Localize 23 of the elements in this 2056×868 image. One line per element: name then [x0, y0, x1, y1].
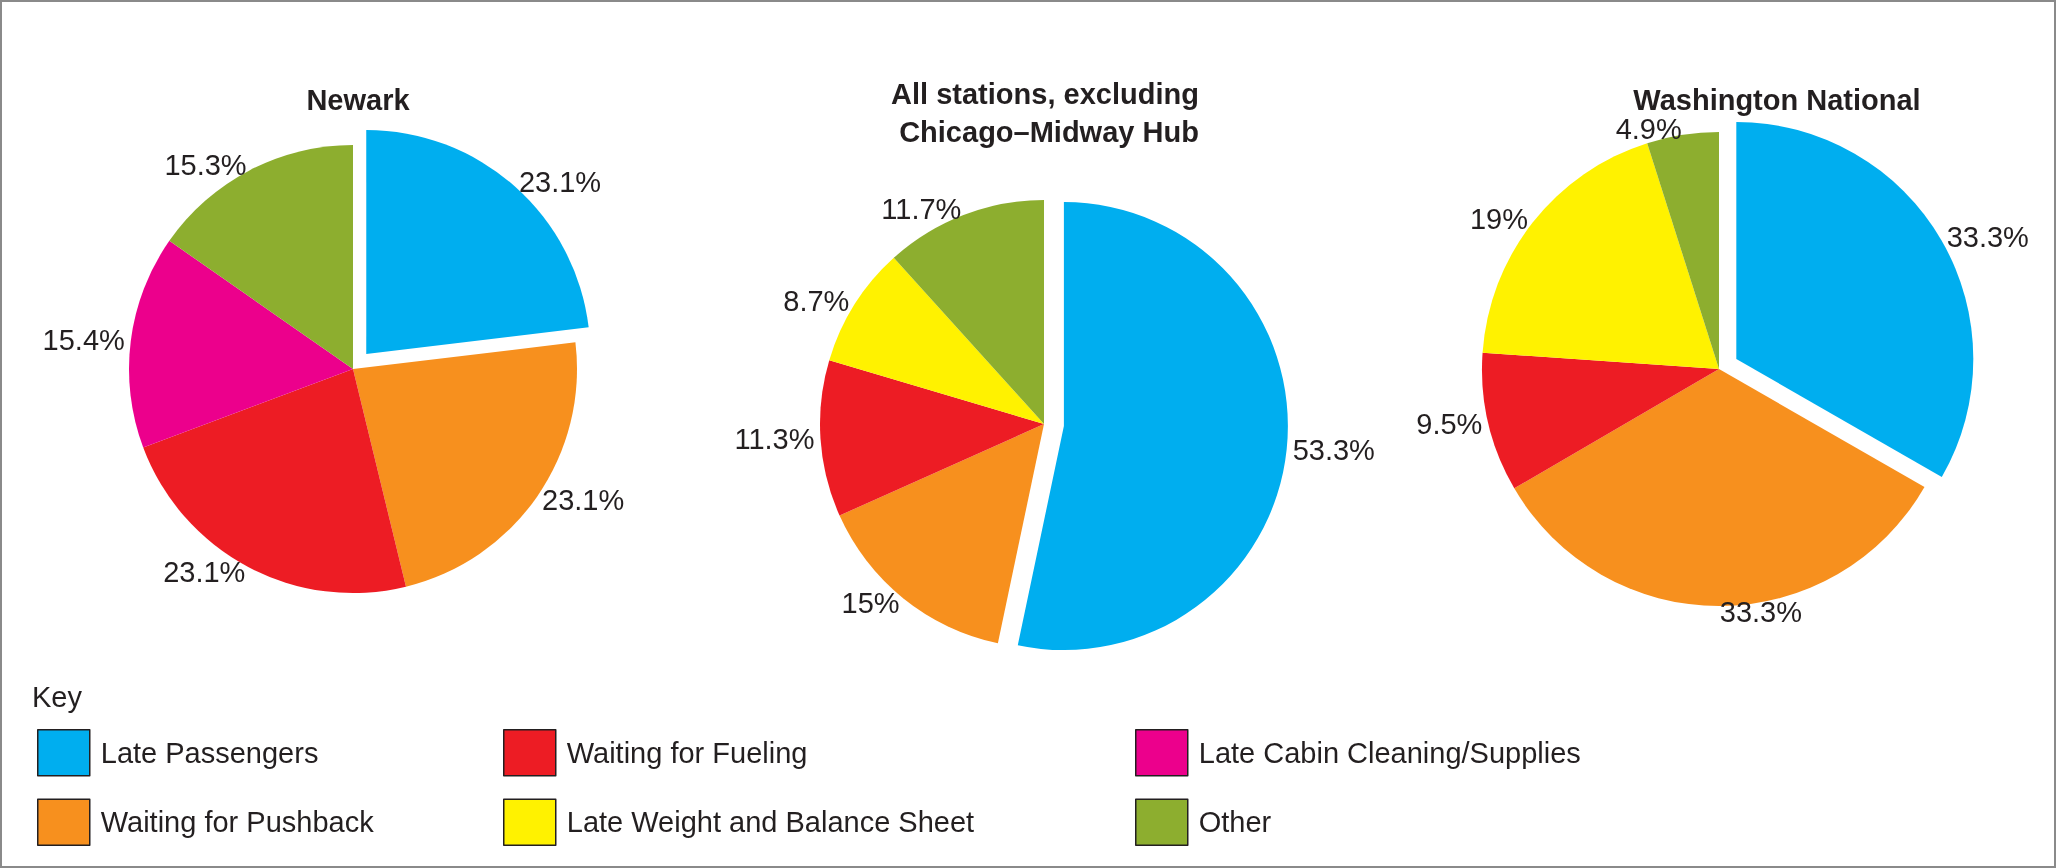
- data-label: 15.4%: [42, 324, 125, 357]
- legend-label: Waiting for Pushback: [100, 806, 375, 839]
- legend-label: Late Cabin Cleaning/Supplies: [1198, 736, 1581, 769]
- data-label: 33.3%: [1719, 596, 1802, 628]
- data-label: 9.5%: [1416, 408, 1483, 441]
- legend-label: Late Passengers: [100, 736, 319, 769]
- data-label: 33.3%: [1946, 221, 2029, 254]
- data-label: 53.3%: [1292, 433, 1375, 466]
- data-label: 19%: [1469, 202, 1528, 235]
- chart-title: Newark: [306, 84, 411, 116]
- chart-title: All stations, excluding Chicago–Midway Hub: [891, 78, 1207, 148]
- data-label: 23.1%: [518, 165, 602, 198]
- data-label: 11.7%: [881, 193, 962, 226]
- data-label: 8.7%: [783, 285, 850, 318]
- data-label: 15%: [841, 587, 900, 620]
- data-label: 23.1%: [163, 556, 246, 589]
- legend-label: Late Weight and Balance Sheet: [566, 806, 975, 839]
- legend-label: Other: [1198, 806, 1272, 839]
- data-label: 11.3%: [734, 423, 815, 456]
- legend-label: Waiting for Fueling: [566, 736, 808, 769]
- legend-title: Key: [32, 680, 83, 713]
- data-label: 23.1%: [542, 484, 625, 517]
- data-label: 15.3%: [164, 149, 247, 182]
